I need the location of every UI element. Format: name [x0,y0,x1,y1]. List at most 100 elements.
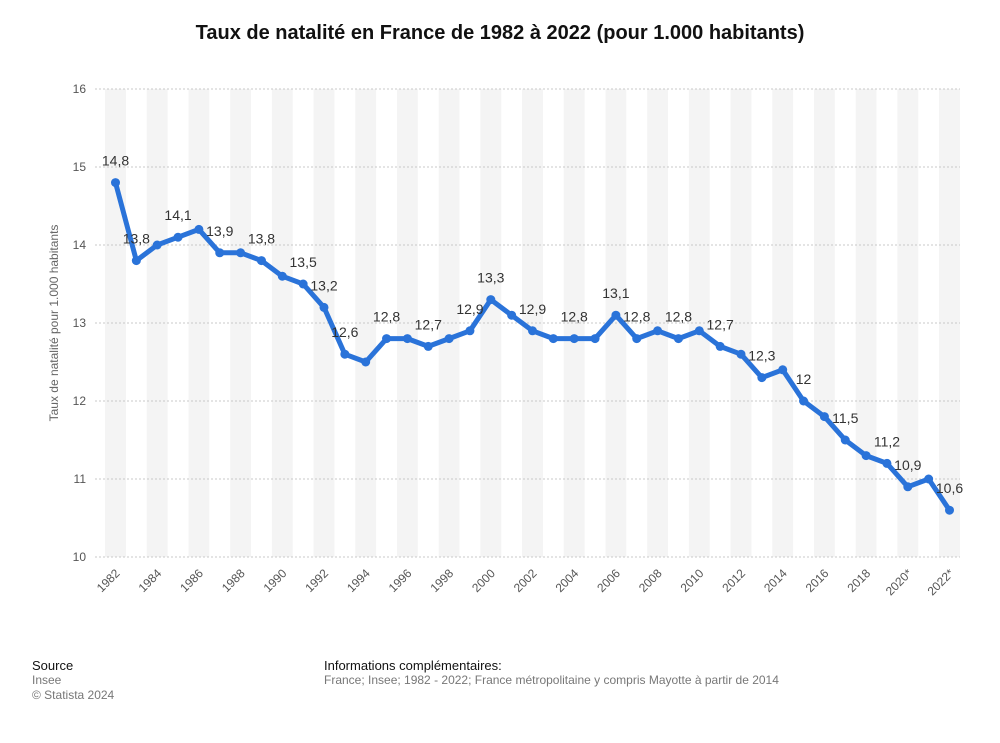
data-label: 12,3 [748,348,775,364]
band [271,89,293,557]
data-point[interactable] [882,458,892,468]
data-label: 12,9 [456,301,483,317]
y-tick-label: 11 [74,472,87,486]
data-label: 13,8 [123,231,150,247]
data-point[interactable] [715,341,725,351]
y-tick-label: 16 [73,82,87,96]
data-label: 12,8 [561,309,588,325]
data-point[interactable] [382,334,392,344]
data-point[interactable] [131,256,141,266]
data-point[interactable] [611,310,621,320]
x-tick-label: 1992 [302,566,331,595]
data-point[interactable] [861,451,871,461]
x-tick-label: 2000 [469,566,498,595]
x-tick-label: 2014 [761,566,790,595]
x-tick-label: 2018 [844,566,873,595]
band [188,89,210,557]
data-point[interactable] [215,248,225,258]
x-tick-label: 1982 [94,566,123,595]
x-tick-label: 2008 [636,566,665,595]
data-point[interactable] [778,365,788,375]
data-point[interactable] [486,295,496,305]
data-label: 12,6 [331,324,358,340]
x-tick-label: 2010 [678,566,707,595]
data-label: 11,2 [874,433,900,449]
data-label: 13,2 [310,277,337,293]
data-points [111,178,954,515]
chart-title: Taux de natalité en France de 1982 à 202… [195,22,805,44]
band [855,89,877,557]
data-point[interactable] [653,326,663,336]
data-point[interactable] [819,412,829,422]
y-tick-label: 15 [73,160,87,174]
data-point[interactable] [736,349,746,359]
data-point[interactable] [465,326,475,336]
y-axis-label: Taux de natalité pour 1.000 habitants [47,225,61,422]
data-point[interactable] [111,178,120,188]
data-label: 12,8 [373,309,400,325]
data-point[interactable] [152,240,162,250]
data-label: 12,7 [707,316,734,332]
data-point[interactable] [319,302,329,312]
data-point[interactable] [903,482,913,492]
y-tick-label: 13 [73,316,87,330]
band [438,89,460,557]
info-block: Informations complémentaires: France; In… [324,658,779,688]
data-label: 10,6 [936,480,963,496]
band [563,89,585,557]
info-heading: Informations complémentaires: [324,658,502,673]
data-point[interactable] [694,326,704,336]
gridlines [95,88,960,558]
x-tick-label: 2002 [511,566,540,595]
data-point[interactable] [194,224,204,234]
data-label: 12 [796,371,812,387]
data-point[interactable] [236,248,246,258]
data-point[interactable] [528,326,537,336]
data-point[interactable] [277,271,287,281]
x-tick-label: 2022* [925,566,957,598]
data-point[interactable] [548,334,558,344]
data-label: 12,9 [519,301,546,317]
data-label: 13,3 [477,270,504,286]
data-point[interactable] [673,334,683,344]
data-point[interactable] [298,279,308,289]
data-label: 10,9 [894,457,921,473]
info-text: France; Insee; 1982 - 2022; France métro… [324,673,779,687]
x-axis-ticks: 1982 1984 1986 1988 1990 1992 1994 1996 1998 2000… [94,566,957,598]
data-point[interactable] [590,334,600,344]
source-block: Source Insee © Statista 2024 [32,658,114,703]
data-point[interactable] [757,373,767,383]
data-point[interactable] [507,310,517,320]
data-point[interactable] [945,505,954,515]
band [355,89,377,557]
data-point[interactable] [256,256,266,266]
data-label: 13,8 [248,231,275,247]
source-name[interactable]: Insee [32,673,62,687]
data-point[interactable] [924,474,934,484]
x-tick-label: 1998 [427,566,456,595]
x-tick-label: 2020* [883,566,915,598]
data-point[interactable] [173,232,183,242]
data-point[interactable] [444,334,454,344]
data-label: 13,1 [602,285,629,301]
y-axis-ticks: 10 11 12 13 14 15 16 [73,82,87,564]
data-point[interactable] [340,349,350,359]
x-tick-label: 1986 [177,566,206,595]
x-tick-label: 1990 [261,566,290,595]
x-tick-label: 2016 [803,566,832,595]
data-point[interactable] [632,334,642,344]
data-point[interactable] [840,435,850,445]
band [772,89,794,557]
x-tick-label: 2012 [719,566,748,595]
data-point[interactable] [361,357,371,367]
x-tick-label: 2006 [594,566,623,595]
data-point[interactable] [402,334,412,344]
source-heading: Source [32,658,74,673]
y-tick-label: 10 [73,550,87,564]
data-point[interactable] [423,341,433,351]
data-point[interactable] [569,334,579,344]
x-tick-label: 1984 [136,566,165,595]
data-label: 12,8 [665,309,692,325]
data-point[interactable] [799,396,809,406]
data-label: 11,5 [832,410,858,426]
